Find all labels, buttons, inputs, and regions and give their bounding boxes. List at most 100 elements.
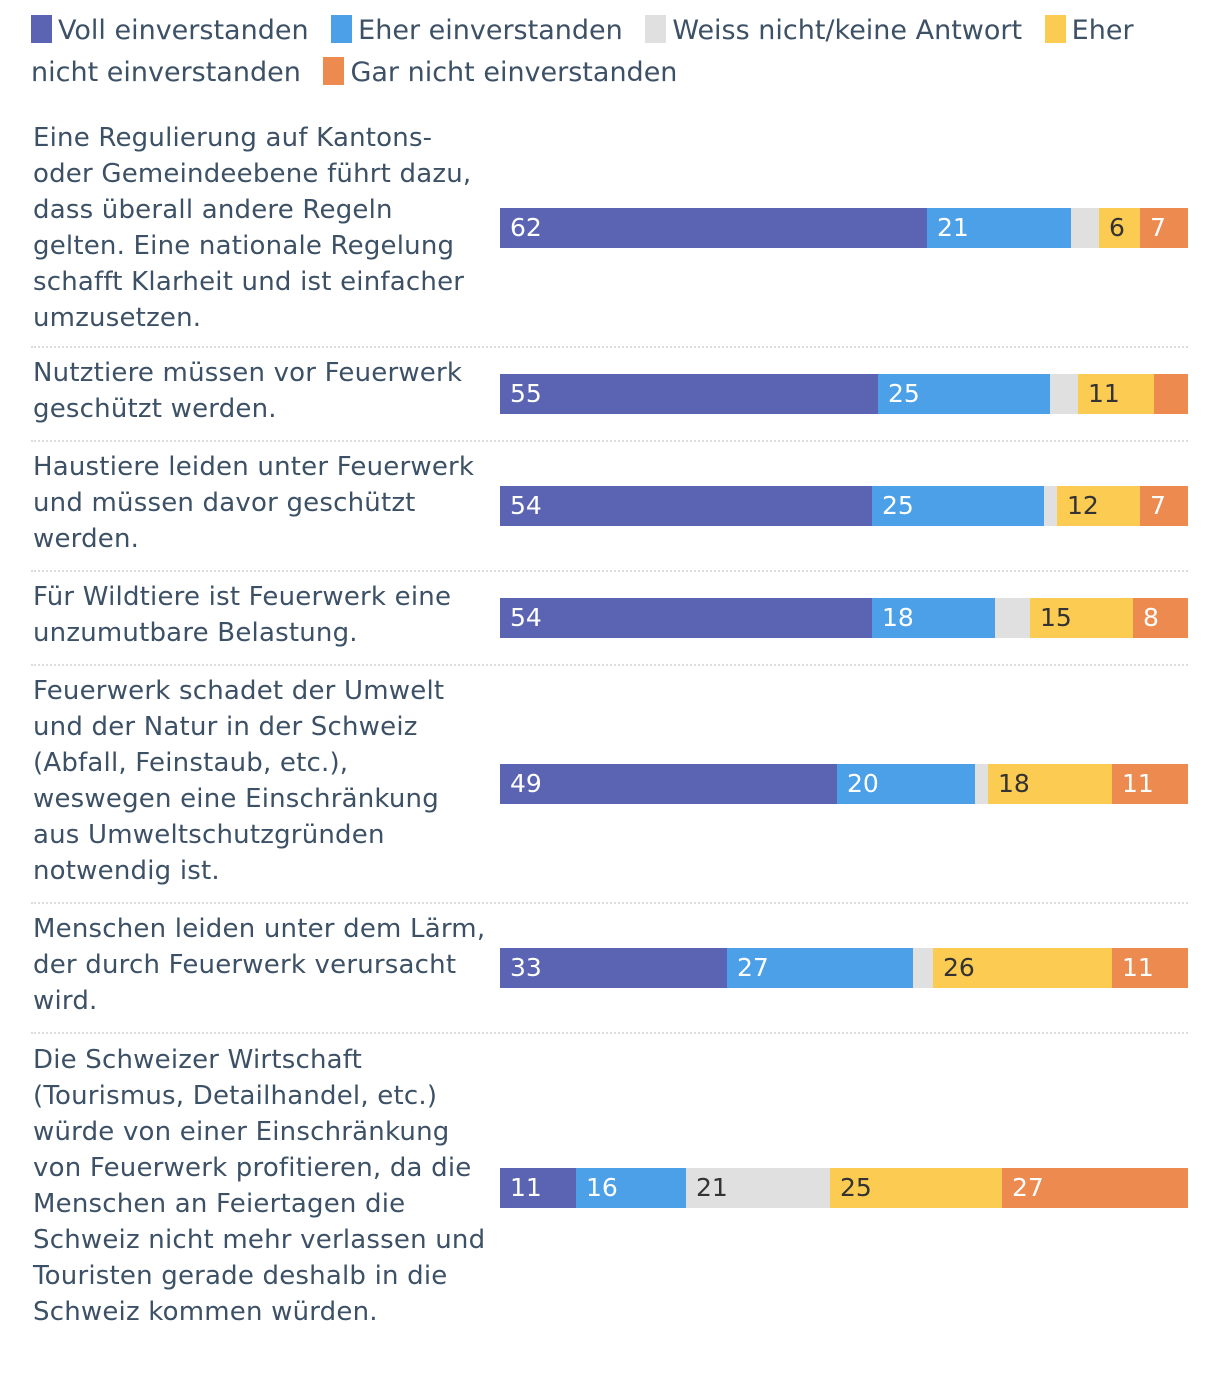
row-label: Die Schweizer Wirtschaft (Tourismus, Det… — [33, 1045, 486, 1327]
legend-label: Eher einverstanden — [358, 15, 623, 46]
bar-segment-weiss-nicht-keine-antwort — [975, 764, 988, 804]
data-label: 25 — [882, 491, 914, 520]
bar-segment-weiss-nicht-keine-antwort — [1044, 486, 1057, 526]
bar-segment-gar-nicht-einverstanden: 8 — [1133, 598, 1188, 638]
bar-segment-eher-nicht-einverstanden: 6 — [1099, 208, 1140, 248]
bar-segment-eher-einverstanden: 18 — [872, 598, 995, 638]
data-label: 7 — [1150, 213, 1166, 242]
chart-row: Menschen leiden unter dem Lärm, der durc… — [31, 904, 1188, 1034]
row-label: Für Wildtiere ist Feuerwerk eine unzumut… — [33, 582, 452, 648]
legend-item-gar-nicht-einverstanden[interactable]: Gar nicht einverstanden — [323, 57, 677, 88]
data-label: 20 — [847, 769, 879, 798]
legend-swatch — [31, 15, 52, 43]
data-label: 6 — [1109, 213, 1125, 242]
data-label: 27 — [737, 953, 769, 982]
data-label: 55 — [510, 379, 542, 408]
stacked-bar: 55 25 11 — [500, 374, 1188, 414]
bar-segment-weiss-nicht-keine-antwort — [1050, 374, 1078, 414]
chart-row: Eine Regulierung auf Kantons- oder Gemei… — [31, 116, 1188, 348]
data-label: 18 — [998, 769, 1030, 798]
legend-swatch — [1044, 15, 1066, 43]
bar-segment-eher-nicht-einverstanden: 12 — [1057, 486, 1140, 526]
bar-segment-eher-einverstanden: 27 — [727, 948, 913, 988]
bar-segment-weiss-nicht-keine-antwort: 21 — [686, 1168, 830, 1208]
bar-segment-eher-nicht-einverstanden: 25 — [830, 1168, 1002, 1208]
bar-segment-voll-einverstanden: 55 — [500, 374, 878, 414]
stacked-bar: 33 27 26 11 — [500, 948, 1188, 988]
data-label: 12 — [1067, 491, 1099, 520]
chart-row: Die Schweizer Wirtschaft (Tourismus, Det… — [31, 1034, 1188, 1344]
row-label: Nutztiere müssen vor Feuerwerk geschützt… — [33, 358, 463, 424]
legend-item-voll-einverstanden[interactable]: Voll einverstanden — [31, 15, 309, 46]
bar-segment-gar-nicht-einverstanden — [1154, 374, 1188, 414]
data-label: 49 — [510, 769, 542, 798]
data-label: 11 — [510, 1173, 542, 1202]
data-label: 25 — [888, 379, 920, 408]
data-label: 11 — [1088, 379, 1120, 408]
legend-item-eher-einverstanden[interactable]: Eher einverstanden — [331, 15, 623, 46]
bar-segment-eher-einverstanden: 20 — [837, 764, 975, 804]
row-label: Feuerwerk schadet der Umwelt und der Nat… — [33, 676, 445, 886]
data-label: 54 — [510, 603, 542, 632]
data-label: 33 — [510, 953, 542, 982]
legend-label: Gar nicht einverstanden — [350, 57, 678, 88]
stacked-bar: 54 25 12 7 — [500, 486, 1188, 526]
data-label: 62 — [510, 213, 542, 242]
bar-segment-eher-nicht-einverstanden: 18 — [988, 764, 1112, 804]
chart-row: Haustiere leiden unter Feuerwerk und müs… — [31, 442, 1188, 572]
legend-item-weiss-nicht[interactable]: Weiss nicht/keine Antwort — [645, 15, 1022, 46]
row-label: Eine Regulierung auf Kantons- oder Gemei… — [33, 123, 472, 333]
data-label: 15 — [1040, 603, 1072, 632]
chart-row: Nutztiere müssen vor Feuerwerk geschützt… — [31, 348, 1188, 442]
legend-item-eher-nicht-einverstanden[interactable]: Eher nicht einverstanden — [31, 15, 1134, 88]
bar-segment-voll-einverstanden: 54 — [500, 598, 872, 638]
bar-segment-weiss-nicht-keine-antwort — [1071, 208, 1099, 248]
data-label: 27 — [1012, 1173, 1044, 1202]
bar-segment-eher-einverstanden: 16 — [576, 1168, 686, 1208]
stacked-bar: 49 20 18 11 — [500, 764, 1188, 804]
bar-segment-weiss-nicht-keine-antwort — [913, 948, 933, 988]
bar-segment-voll-einverstanden: 33 — [500, 948, 727, 988]
bar-segment-eher-einverstanden: 25 — [878, 374, 1050, 414]
bar-segment-gar-nicht-einverstanden: 7 — [1140, 208, 1188, 248]
bar-segment-eher-nicht-einverstanden: 26 — [933, 948, 1112, 988]
bar-segment-eher-einverstanden: 21 — [927, 208, 1071, 248]
bar-segment-voll-einverstanden: 11 — [500, 1168, 576, 1208]
data-label: 26 — [943, 953, 975, 982]
legend-label: Weiss nicht/keine Antwort — [672, 15, 1023, 46]
legend-swatch — [331, 15, 353, 43]
data-label: 8 — [1143, 603, 1159, 632]
bar-segment-weiss-nicht-keine-antwort — [995, 598, 1030, 638]
chart-rows: Eine Regulierung auf Kantons- oder Gemei… — [31, 116, 1188, 1344]
stacked-bar: 62 21 6 7 — [500, 208, 1188, 248]
data-label: 54 — [510, 491, 542, 520]
chart-legend: Voll einverstanden Eher einverstanden We… — [31, 10, 1191, 94]
bar-segment-eher-einverstanden: 25 — [872, 486, 1044, 526]
legend-swatch — [645, 15, 667, 43]
bar-segment-gar-nicht-einverstanden: 27 — [1002, 1168, 1188, 1208]
data-label: 25 — [840, 1173, 872, 1202]
chart-row: Feuerwerk schadet der Umwelt und der Nat… — [31, 666, 1188, 904]
row-label: Menschen leiden unter dem Lärm, der durc… — [33, 914, 486, 1016]
bar-segment-voll-einverstanden: 62 — [500, 208, 927, 248]
legend-label: Voll einverstanden — [58, 15, 309, 46]
data-label: 21 — [696, 1173, 728, 1202]
stacked-bar: 11 16 21 25 27 — [500, 1168, 1188, 1208]
data-label: 18 — [882, 603, 914, 632]
stacked-bar: 54 18 15 8 — [500, 598, 1188, 638]
data-label: 7 — [1150, 491, 1166, 520]
bar-segment-gar-nicht-einverstanden: 11 — [1112, 948, 1188, 988]
data-label: 11 — [1122, 953, 1154, 982]
bar-segment-eher-nicht-einverstanden: 15 — [1030, 598, 1133, 638]
legend-swatch — [323, 57, 345, 85]
row-label: Haustiere leiden unter Feuerwerk und müs… — [33, 452, 475, 554]
bar-segment-gar-nicht-einverstanden: 11 — [1112, 764, 1188, 804]
legend-label: Eher nicht einverstanden — [31, 15, 1134, 88]
bar-segment-gar-nicht-einverstanden: 7 — [1140, 486, 1188, 526]
bar-segment-voll-einverstanden: 54 — [500, 486, 872, 526]
data-label: 16 — [586, 1173, 618, 1202]
chart-row: Für Wildtiere ist Feuerwerk eine unzumut… — [31, 572, 1188, 666]
bar-segment-eher-nicht-einverstanden: 11 — [1078, 374, 1154, 414]
data-label: 21 — [937, 213, 969, 242]
bar-segment-voll-einverstanden: 49 — [500, 764, 837, 804]
